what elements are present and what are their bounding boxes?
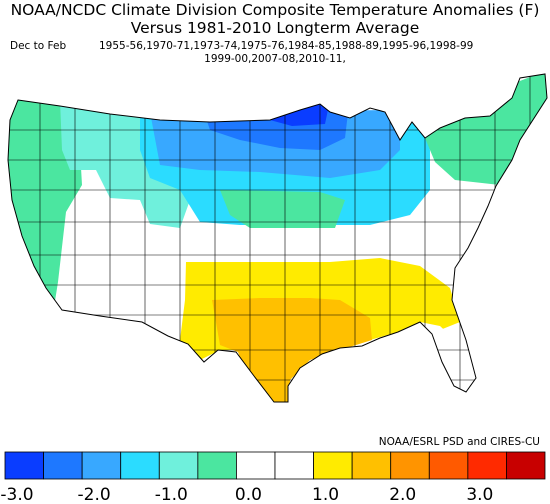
colorbar-swatch bbox=[351, 451, 392, 480]
colorbar-swatch bbox=[274, 451, 314, 480]
colorbar-swatch bbox=[197, 451, 237, 480]
colorbar-swatch bbox=[4, 451, 44, 480]
colorbar-tick-label: -2.0 bbox=[78, 485, 111, 504]
map-title: NOAA/NCDC Climate Division Composite Tem… bbox=[10, 1, 540, 19]
colorbar-tick-label: 3.0 bbox=[466, 485, 493, 504]
map-subtitle: Versus 1981-2010 Longterm Average bbox=[130, 19, 420, 37]
colorbar-tick-label: -1.0 bbox=[155, 485, 188, 504]
colorbar-swatch bbox=[506, 451, 546, 480]
colorbar-swatch bbox=[120, 451, 160, 480]
colorbar-tick-label: 0.0 bbox=[235, 485, 262, 504]
colorbar-tick-label: -3.0 bbox=[0, 485, 33, 504]
data-credit: NOAA/ESRL PSD and CIRES-CU bbox=[378, 436, 540, 448]
colorbar-swatch bbox=[158, 451, 199, 480]
colorbar-swatch bbox=[236, 451, 276, 480]
season-label: Dec to Feb bbox=[10, 40, 67, 52]
composite-years-line1: 1955-56,1970-71,1973-74,1975-76,1984-85,… bbox=[99, 40, 474, 52]
colorbar-tick-label: 1.0 bbox=[312, 485, 339, 504]
composite-years-line2: 1999-00,2007-08,2010-11, bbox=[204, 53, 346, 65]
colorbar-swatch bbox=[428, 451, 469, 480]
colorbar-swatch bbox=[81, 451, 122, 480]
colorbar-swatch bbox=[43, 451, 83, 480]
colorbar-tick-label: 2.0 bbox=[389, 485, 416, 504]
colorbar-swatch bbox=[390, 451, 430, 480]
colorbar-swatch bbox=[313, 451, 353, 480]
colorbar-swatch bbox=[467, 451, 507, 480]
